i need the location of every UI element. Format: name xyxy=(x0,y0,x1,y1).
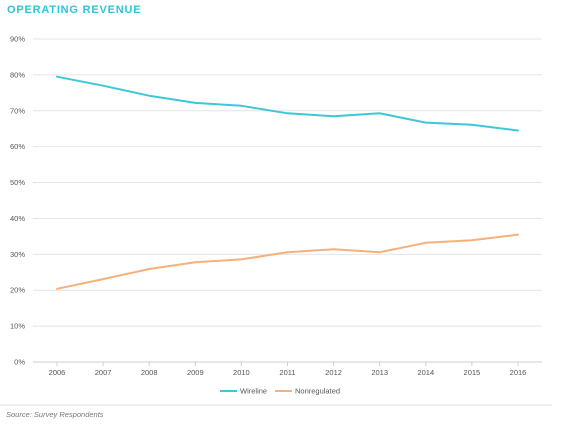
y-tick-label: 20% xyxy=(10,286,25,295)
data-point xyxy=(194,261,197,264)
x-tick-label: 2016 xyxy=(510,368,527,377)
x-tick-label: 2009 xyxy=(187,368,204,377)
y-tick-label: 80% xyxy=(10,70,25,79)
axis-layer: 0% 10% 20% 30% 40% 50% 60% 70% 80% 90% 2006 2007 200… xyxy=(10,35,526,378)
data-point xyxy=(470,123,473,126)
x-tick-label: 2011 xyxy=(279,368,295,377)
data-point xyxy=(516,129,519,132)
legend-label: Nonregulated xyxy=(295,387,340,396)
y-tick-label: 10% xyxy=(10,322,25,331)
data-point xyxy=(55,287,58,290)
data-point xyxy=(470,239,473,242)
data-point xyxy=(286,251,289,254)
data-point xyxy=(424,241,427,244)
y-tick-label: 70% xyxy=(10,106,25,115)
series-layer xyxy=(55,75,519,290)
data-point xyxy=(148,267,151,270)
x-tick-label: 2006 xyxy=(49,368,66,377)
x-tick-label: 2013 xyxy=(371,368,388,377)
x-tick-label: 2007 xyxy=(95,368,112,377)
data-point xyxy=(286,112,289,115)
data-point xyxy=(240,104,243,107)
data-point xyxy=(148,94,151,97)
source-note: Source: Survey Respondents xyxy=(6,410,104,419)
data-point xyxy=(378,251,381,254)
chart-title: OPERATING REVENUE xyxy=(7,4,142,16)
y-tick-label: 0% xyxy=(14,358,25,367)
data-point xyxy=(378,112,381,115)
y-tick-label: 50% xyxy=(10,178,25,187)
data-point xyxy=(194,101,197,104)
y-tick-label: 40% xyxy=(10,214,25,223)
data-point xyxy=(240,258,243,261)
data-point xyxy=(424,121,427,124)
data-point xyxy=(102,277,105,280)
data-point xyxy=(516,233,519,236)
x-tick-label: 2010 xyxy=(233,368,250,377)
y-tick-label: 60% xyxy=(10,142,25,151)
x-tick-label: 2008 xyxy=(141,368,158,377)
data-point xyxy=(55,75,58,78)
x-tick-label: 2015 xyxy=(464,368,481,377)
x-tick-label: 2012 xyxy=(325,368,342,377)
y-tick-label: 90% xyxy=(10,35,25,44)
data-point xyxy=(332,115,335,118)
data-point xyxy=(332,248,335,251)
data-point xyxy=(102,84,105,87)
series-line-nonregulated xyxy=(56,233,519,290)
series-line-wireline xyxy=(56,75,519,132)
x-tick-label: 2014 xyxy=(417,368,434,377)
legend: Wireline Nonregulated xyxy=(220,387,340,396)
y-tick-label: 30% xyxy=(10,250,25,259)
legend-label: Wireline xyxy=(240,387,267,396)
